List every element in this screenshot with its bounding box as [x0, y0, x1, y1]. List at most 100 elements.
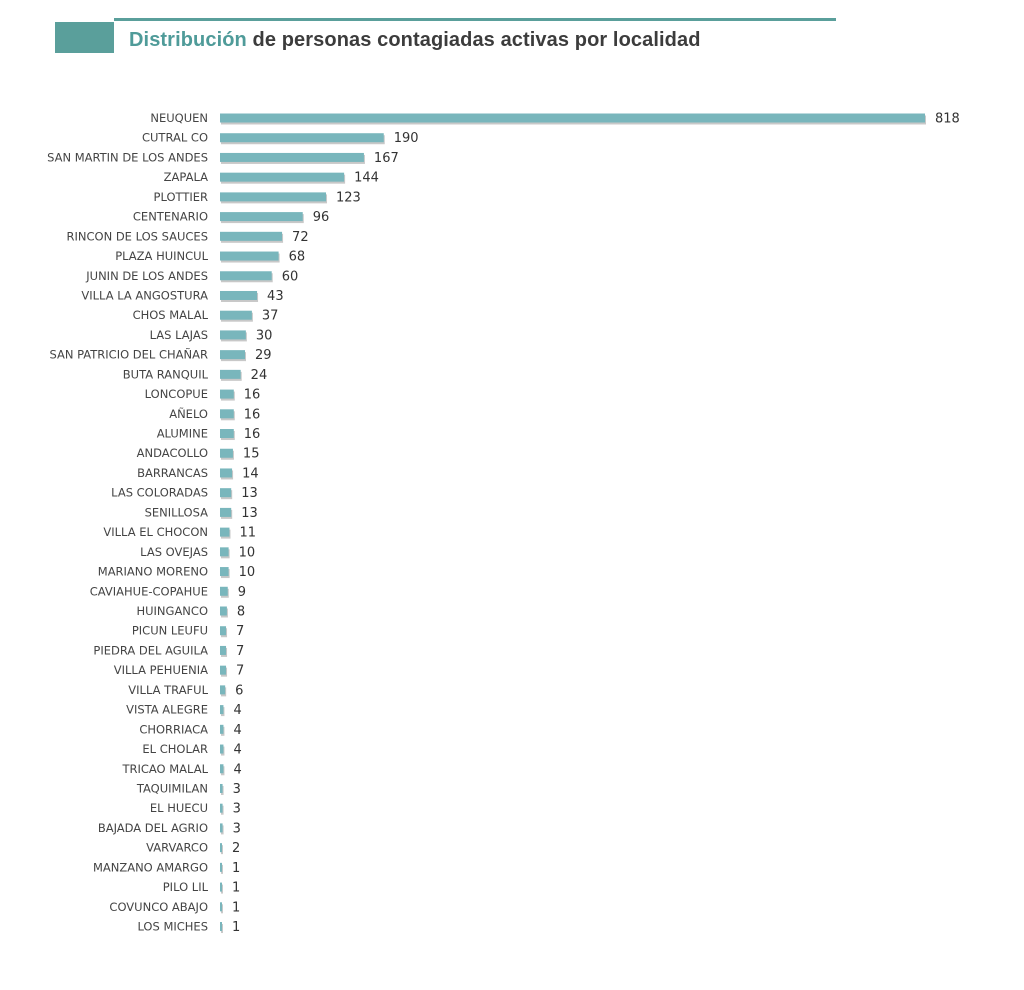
value-label: 15	[243, 447, 260, 462]
bar	[220, 468, 233, 478]
value-label: 4	[233, 703, 241, 718]
value-label: 2	[232, 841, 240, 856]
bar	[220, 744, 224, 754]
bar	[220, 152, 364, 162]
category-label: SAN PATRICIO DEL CHAÑAR	[49, 347, 208, 362]
value-label: 16	[244, 407, 261, 422]
value-label: 1	[232, 861, 240, 876]
category-label: RINCON DE LOS SAUCES	[67, 229, 209, 243]
bar	[220, 823, 223, 833]
bar	[220, 507, 232, 517]
bar	[220, 133, 384, 143]
category-label: PILO LIL	[163, 880, 209, 894]
category-label: VARVARCO	[146, 841, 208, 855]
value-label: 10	[239, 545, 256, 560]
category-label: PIEDRA DEL AGUILA	[93, 643, 208, 657]
bar	[220, 271, 272, 281]
bar	[220, 606, 227, 616]
category-label: ANDACOLLO	[137, 446, 208, 460]
value-label: 9	[238, 585, 246, 600]
value-label: 16	[244, 427, 261, 442]
value-label: 818	[935, 112, 960, 127]
value-label: 190	[394, 131, 419, 146]
chart-title-rest: de personas contagiadas activas por loca…	[246, 29, 701, 51]
category-label: LAS COLORADAS	[111, 486, 208, 500]
category-label: BUTA RANQUIL	[123, 367, 209, 381]
value-label: 1	[232, 881, 240, 896]
value-label: 7	[236, 644, 244, 659]
value-label: 3	[233, 782, 241, 797]
category-label: ZAPALA	[164, 170, 208, 184]
category-label: MANZANO AMARGO	[93, 860, 208, 874]
category-label: VISTA ALEGRE	[126, 703, 208, 717]
bar	[220, 448, 233, 458]
value-label: 167	[374, 151, 399, 166]
bar	[220, 369, 241, 379]
bar	[220, 882, 222, 892]
category-label: JUNIN DE LOS ANDES	[85, 269, 208, 283]
bar	[220, 665, 227, 675]
value-label: 30	[256, 328, 273, 343]
category-label: VILLA EL CHOCON	[103, 525, 208, 539]
value-label: 3	[233, 821, 241, 836]
category-label: LAS LAJAS	[150, 328, 208, 342]
bar	[220, 192, 327, 202]
value-label: 7	[236, 624, 244, 639]
category-label: HUINGANCO	[136, 604, 208, 618]
category-label: PLAZA HUINCUL	[115, 249, 208, 263]
category-label: EL HUECU	[150, 801, 208, 815]
category-label: VILLA PEHUENIA	[114, 663, 208, 677]
value-label: 3	[233, 802, 241, 817]
bar	[220, 527, 230, 537]
bar	[220, 350, 245, 360]
value-label: 1	[232, 900, 240, 915]
bar	[220, 567, 229, 577]
value-label: 68	[289, 250, 306, 265]
category-label: PLOTTIER	[154, 190, 208, 204]
bar	[220, 389, 234, 399]
category-label: SENILLOSA	[145, 505, 209, 519]
category-label: CENTENARIO	[133, 210, 208, 224]
bar	[220, 172, 345, 182]
bar	[220, 113, 925, 123]
value-label: 4	[233, 743, 241, 758]
value-label: 72	[292, 230, 309, 245]
bar	[220, 645, 227, 655]
value-label: 7	[236, 664, 244, 679]
category-label: VILLA TRAFUL	[128, 683, 208, 697]
bar	[220, 843, 222, 853]
category-label: CAVIAHUE-COPAHUE	[90, 584, 208, 598]
category-label: VILLA LA ANGOSTURA	[81, 288, 208, 302]
chart-title: Distribución de personas contagiadas act…	[129, 29, 701, 52]
bar	[220, 310, 252, 320]
bar	[220, 488, 232, 498]
bar	[220, 764, 224, 774]
bar	[220, 251, 279, 261]
bar	[220, 231, 283, 241]
value-label: 60	[282, 269, 299, 284]
bar	[220, 862, 222, 872]
bar	[220, 902, 222, 912]
category-label: TAQUIMILAN	[136, 781, 208, 795]
bar	[220, 803, 223, 813]
bar	[220, 685, 226, 695]
category-label: MARIANO MORENO	[98, 565, 208, 579]
category-label: AÑELO	[169, 406, 208, 421]
value-label: 11	[239, 526, 256, 541]
chart-title-accent: Distribución	[129, 29, 247, 51]
bar	[220, 724, 224, 734]
category-label: CUTRAL CO	[142, 131, 208, 145]
value-label: 14	[242, 466, 259, 481]
value-label: 29	[255, 348, 272, 363]
value-label: 6	[235, 683, 243, 698]
value-label: 10	[239, 565, 256, 580]
bar	[220, 586, 228, 596]
category-label: SAN MARTIN DE LOS ANDES	[47, 150, 208, 164]
category-label: COVUNCO ABAJO	[109, 900, 208, 914]
value-label: 123	[336, 190, 361, 205]
value-label: 4	[233, 723, 241, 738]
category-label: EL CHOLAR	[142, 742, 208, 756]
bar	[220, 705, 224, 715]
value-label: 96	[313, 210, 330, 225]
category-label: LAS OVEJAS	[140, 545, 208, 559]
